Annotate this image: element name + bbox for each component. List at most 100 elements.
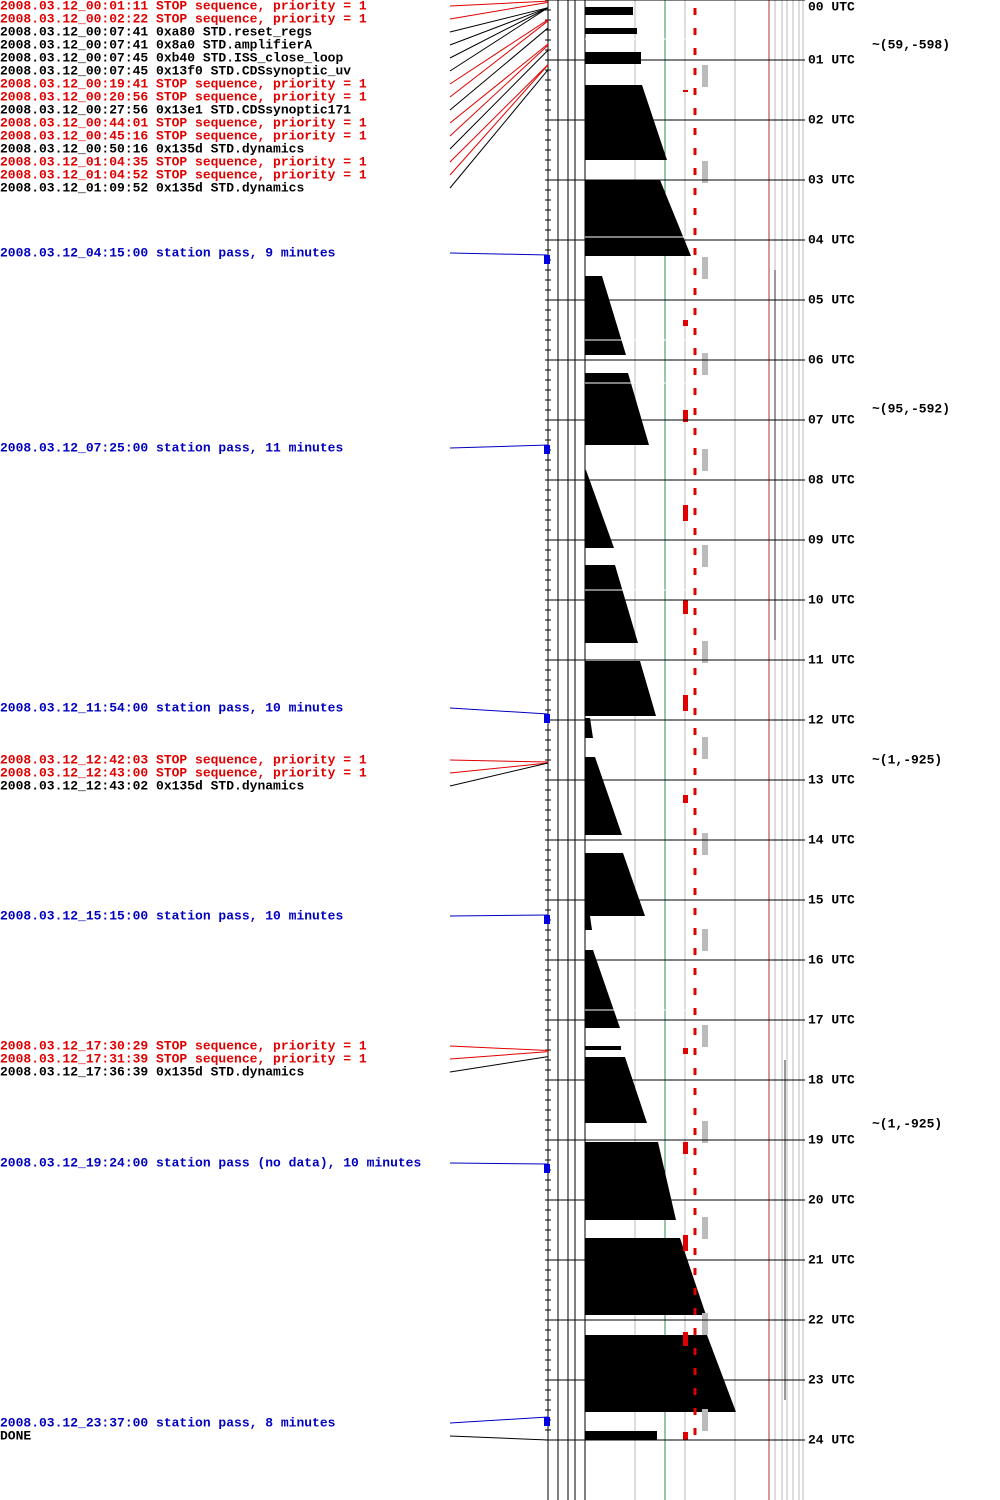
log-connector <box>449 1056 549 1073</box>
log-connector <box>449 1435 549 1441</box>
hour-label: 12 UTC <box>808 712 855 727</box>
log-connector <box>449 19 549 85</box>
hour-label: 23 UTC <box>808 1372 855 1387</box>
activity-block <box>585 470 614 548</box>
red-marker <box>683 1048 688 1054</box>
log-connector <box>449 7 549 59</box>
log-connector <box>449 1416 549 1424</box>
log-entry: 2008.03.12_19:24:00 station pass (no dat… <box>0 1155 421 1170</box>
red-marker <box>683 1142 688 1154</box>
log-entry: 2008.03.12_15:15:00 station pass, 10 min… <box>0 908 343 923</box>
activity-block <box>585 28 637 34</box>
log-entry: 2008.03.12_00:01:11 STOP sequence, prior… <box>0 0 367 13</box>
log-connector <box>449 1 549 20</box>
activity-block <box>585 1057 647 1123</box>
hour-label: 19 UTC <box>808 1132 855 1147</box>
hour-label: 11 UTC <box>808 652 855 667</box>
log-entry: 2008.03.12_17:30:29 STOP sequence, prior… <box>0 1038 367 1053</box>
station-pass <box>544 1164 550 1173</box>
red-marker <box>683 695 688 711</box>
log-entry: 2008.03.12_00:07:41 0x8a0 STD.amplifierA <box>0 37 312 52</box>
station-pass <box>544 714 550 723</box>
activity-block <box>585 373 649 445</box>
log-connector <box>449 1162 549 1165</box>
log-connector <box>449 0 549 7</box>
hour-label: 10 UTC <box>808 592 855 607</box>
log-entry: 2008.03.12_01:04:52 STOP sequence, prior… <box>0 167 367 182</box>
log-connector <box>449 20 549 98</box>
activity-block <box>585 1335 736 1412</box>
log-connector <box>449 49 549 150</box>
hour-label: 06 UTC <box>808 352 855 367</box>
activity-block <box>585 950 620 1028</box>
log-entry: DONE <box>0 1428 31 1443</box>
log-connector <box>449 914 549 917</box>
red-marker <box>683 795 688 803</box>
hour-label: 04 UTC <box>808 232 855 247</box>
log-connector <box>449 759 549 763</box>
log-connector <box>449 1051 549 1060</box>
hour-label: 13 UTC <box>808 772 855 787</box>
log-entry: 2008.03.12_17:36:39 0x135d STD.dynamics <box>0 1064 304 1079</box>
log-connector <box>449 64 549 163</box>
activity-block <box>585 1046 621 1050</box>
activity-block <box>585 1431 657 1440</box>
log-entry: 2008.03.12_00:45:16 STOP sequence, prior… <box>0 128 367 143</box>
station-pass <box>544 445 550 454</box>
red-marker <box>683 600 688 614</box>
hour-label: 00 UTC <box>808 0 855 14</box>
log-entry: 2008.03.12_01:04:35 STOP sequence, prior… <box>0 154 367 169</box>
activity-block <box>585 7 633 15</box>
annotation: ~(59,-598) <box>872 37 950 52</box>
log-connector <box>449 44 549 137</box>
activity-block <box>585 85 667 160</box>
red-marker <box>683 1235 688 1251</box>
log-connector <box>449 7 549 72</box>
log-entry: 2008.03.12_11:54:00 station pass, 10 min… <box>0 700 343 715</box>
hour-label: 14 UTC <box>808 832 855 847</box>
hour-label: 20 UTC <box>808 1192 855 1207</box>
log-connector <box>449 43 549 124</box>
log-entry: 2008.03.12_00:02:22 STOP sequence, prior… <box>0 11 367 26</box>
activity-block <box>585 661 656 716</box>
activity-block <box>585 853 645 916</box>
activity-block <box>585 1238 706 1315</box>
red-marker <box>683 1332 688 1346</box>
log-entry: 2008.03.12_00:50:16 0x135d STD.dynamics <box>0 141 304 156</box>
log-connector <box>449 707 549 715</box>
activity-block <box>585 757 622 835</box>
log-entry: 2008.03.12_12:43:00 STOP sequence, prior… <box>0 765 367 780</box>
activity-block <box>585 276 626 355</box>
annotation: ~(95,-592) <box>872 401 950 416</box>
log-entry: 2008.03.12_00:19:41 STOP sequence, prior… <box>0 76 367 91</box>
log-connector <box>449 444 549 449</box>
log-connector <box>449 252 549 256</box>
red-marker <box>683 505 688 521</box>
hour-label: 22 UTC <box>808 1312 855 1327</box>
activity-block <box>585 565 638 643</box>
log-connector <box>449 1045 549 1051</box>
hour-label: 07 UTC <box>808 412 855 427</box>
hour-label: 18 UTC <box>808 1072 855 1087</box>
annotation: ~(1,-925) <box>872 1116 942 1131</box>
hour-label: 03 UTC <box>808 172 855 187</box>
station-pass <box>544 255 550 264</box>
log-entry: 2008.03.12_17:31:39 STOP sequence, prior… <box>0 1051 367 1066</box>
red-marker <box>683 410 688 422</box>
log-connector <box>449 69 549 189</box>
log-entry: 2008.03.12_00:07:45 0xb40 STD.ISS_close_… <box>0 50 343 65</box>
log-entry: 2008.03.12_00:44:01 STOP sequence, prior… <box>0 115 367 130</box>
activity-block <box>585 52 641 64</box>
log-connector <box>449 762 549 774</box>
red-marker <box>683 320 688 326</box>
hour-label: 17 UTC <box>808 1012 855 1027</box>
hour-label: 01 UTC <box>808 52 855 67</box>
red-marker <box>683 1432 688 1440</box>
log-entry: 2008.03.12_23:37:00 station pass, 8 minu… <box>0 1415 336 1430</box>
log-entry: 2008.03.12_00:07:41 0xa80 STD.reset_regs <box>0 24 312 39</box>
activity-block <box>585 916 592 930</box>
log-entry: 2008.03.12_12:43:02 0x135d STD.dynamics <box>0 778 304 793</box>
hour-label: 02 UTC <box>808 112 855 127</box>
hour-label: 08 UTC <box>808 472 855 487</box>
